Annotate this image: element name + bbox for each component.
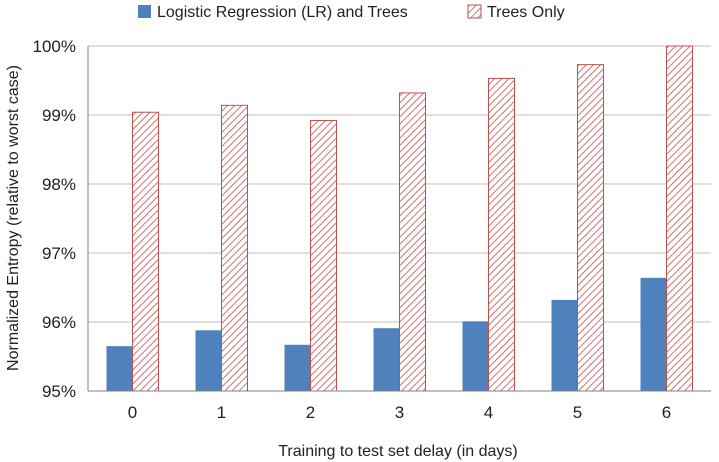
x-tick-label: 1 [217,403,226,422]
bar-trees-only [577,64,604,392]
y-tick-label: 96% [42,313,76,332]
x-tick-label: 4 [484,403,493,422]
bar-trees-only [132,111,159,392]
x-tick-label: 3 [395,403,404,422]
y-tick-label: 98% [42,175,76,194]
y-axis-title: Normalized Entropy (relative to worst ca… [5,65,22,371]
bar-trees-only [399,92,426,392]
legend-swatch-lr [138,5,151,18]
bar-lr-and-trees [284,344,311,391]
bar-lr-and-trees [106,346,133,391]
bar-trees-only [221,104,248,392]
bar-trees-only [310,120,337,392]
legend: Logistic Regression (LR) and Trees Trees… [138,4,565,21]
x-tick-label: 0 [128,403,137,422]
y-tick-label: 99% [42,106,76,125]
x-tick-label: 2 [306,403,315,422]
bar-lr-and-trees [373,328,400,391]
bars [106,45,693,392]
bar-lr-and-trees [551,299,578,391]
y-tick-label: 97% [42,244,76,263]
bar-lr-and-trees [195,330,222,391]
bar-lr-and-trees [462,321,489,391]
bar-lr-and-trees [640,277,667,391]
legend-label-lr: Logistic Regression (LR) and Trees [157,4,408,21]
legend-label-trees: Trees Only [487,4,565,21]
x-tick-label: 6 [662,403,671,422]
axes: 95% 96% 97% 98% 99% 100% 0 1 2 3 4 5 6 [33,37,711,422]
bar-trees-only [666,45,693,392]
y-tick-label: 95% [42,382,76,401]
x-tick-label: 5 [573,403,582,422]
x-axis-title: Training to test set delay (in days) [278,443,518,460]
legend-swatch-trees [467,4,482,19]
bar-trees-only [488,77,515,392]
y-tick-label: 100% [33,37,76,56]
